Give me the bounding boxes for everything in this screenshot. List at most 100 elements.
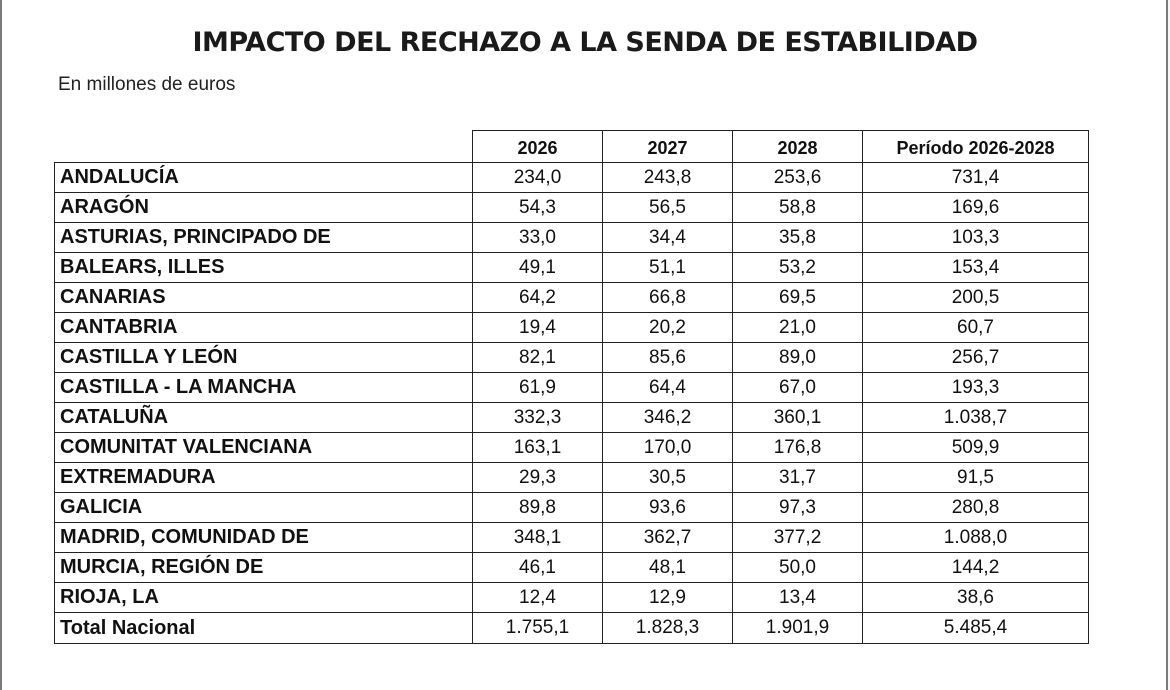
header-2028: 2028 bbox=[732, 130, 863, 163]
table-row: CATALUÑA 332,3 346,2 360,1 1.038,7 bbox=[54, 402, 1089, 433]
value-2027: 243,8 bbox=[602, 162, 733, 193]
value-period: 5.485,4 bbox=[862, 612, 1089, 644]
region-name: CASTILLA Y LEÓN bbox=[54, 342, 473, 373]
value-2027: 93,6 bbox=[602, 492, 733, 523]
value-2028: 97,3 bbox=[732, 492, 863, 523]
header-blank-cell bbox=[54, 130, 473, 163]
value-2027: 170,0 bbox=[602, 432, 733, 463]
value-2026: 33,0 bbox=[472, 222, 603, 253]
table-row: BALEARS, ILLES 49,1 51,1 53,2 153,4 bbox=[54, 252, 1089, 283]
value-period: 38,6 bbox=[862, 582, 1089, 613]
value-period: 91,5 bbox=[862, 462, 1089, 493]
region-name: CANARIAS bbox=[54, 282, 473, 313]
value-2028: 360,1 bbox=[732, 402, 863, 433]
value-period: 103,3 bbox=[862, 222, 1089, 253]
value-2026: 82,1 bbox=[472, 342, 603, 373]
value-2027: 1.828,3 bbox=[602, 612, 733, 644]
region-name: MADRID, COMUNIDAD DE bbox=[54, 522, 473, 553]
value-2026: 332,3 bbox=[472, 402, 603, 433]
value-period: 153,4 bbox=[862, 252, 1089, 283]
value-period: 731,4 bbox=[862, 162, 1089, 193]
value-2026: 49,1 bbox=[472, 252, 603, 283]
value-2027: 56,5 bbox=[602, 192, 733, 223]
value-period: 193,3 bbox=[862, 372, 1089, 403]
total-row: Total Nacional 1.755,1 1.828,3 1.901,9 5.485… bbox=[54, 612, 1089, 644]
value-2027: 346,2 bbox=[602, 402, 733, 433]
value-2026: 348,1 bbox=[472, 522, 603, 553]
region-name: MURCIA, REGIÓN DE bbox=[54, 552, 473, 583]
value-2027: 48,1 bbox=[602, 552, 733, 583]
value-2028: 89,0 bbox=[732, 342, 863, 373]
value-2028: 31,7 bbox=[732, 462, 863, 493]
table-row: COMUNITAT VALENCIANA 163,1 170,0 176,8 509,9 bbox=[54, 432, 1089, 463]
value-2026: 163,1 bbox=[472, 432, 603, 463]
table-row: RIOJA, LA 12,4 12,9 13,4 38,6 bbox=[54, 582, 1089, 613]
value-2028: 176,8 bbox=[732, 432, 863, 463]
value-2026: 89,8 bbox=[472, 492, 603, 523]
total-label: Total Nacional bbox=[54, 612, 473, 644]
value-period: 280,8 bbox=[862, 492, 1089, 523]
region-name: ANDALUCÍA bbox=[54, 162, 473, 193]
value-2028: 1.901,9 bbox=[732, 612, 863, 644]
value-2028: 35,8 bbox=[732, 222, 863, 253]
value-2028: 13,4 bbox=[732, 582, 863, 613]
value-2027: 51,1 bbox=[602, 252, 733, 283]
table-header-row: 2026 2027 2028 Período 2026-2028 bbox=[54, 130, 1089, 163]
table-row: CASTILLA - LA MANCHA 61,9 64,4 67,0 193,3 bbox=[54, 372, 1089, 403]
value-2026: 19,4 bbox=[472, 312, 603, 343]
value-2027: 20,2 bbox=[602, 312, 733, 343]
value-2028: 58,8 bbox=[732, 192, 863, 223]
region-name: COMUNITAT VALENCIANA bbox=[54, 432, 473, 463]
data-table: 2026 2027 2028 Período 2026-2028 ANDALUC… bbox=[54, 130, 1089, 644]
value-2028: 67,0 bbox=[732, 372, 863, 403]
region-name: CASTILLA - LA MANCHA bbox=[54, 372, 473, 403]
region-name: GALICIA bbox=[54, 492, 473, 523]
value-2026: 12,4 bbox=[472, 582, 603, 613]
table-body: ANDALUCÍA 234,0 243,8 253,6 731,4 ARAGÓN 54,3 5… bbox=[54, 162, 1089, 644]
value-period: 1.038,7 bbox=[862, 402, 1089, 433]
table-row: EXTREMADURA 29,3 30,5 31,7 91,5 bbox=[54, 462, 1089, 493]
value-period: 509,9 bbox=[862, 432, 1089, 463]
value-period: 169,6 bbox=[862, 192, 1089, 223]
value-2026: 46,1 bbox=[472, 552, 603, 583]
region-name: ARAGÓN bbox=[54, 192, 473, 223]
table-row: ASTURIAS, PRINCIPADO DE 33,0 34,4 35,8 103,3 bbox=[54, 222, 1089, 253]
value-2027: 64,4 bbox=[602, 372, 733, 403]
region-name: CANTABRIA bbox=[54, 312, 473, 343]
value-2027: 66,8 bbox=[602, 282, 733, 313]
region-name: EXTREMADURA bbox=[54, 462, 473, 493]
value-2027: 362,7 bbox=[602, 522, 733, 553]
value-period: 200,5 bbox=[862, 282, 1089, 313]
page-subtitle: En millones de euros bbox=[58, 74, 236, 95]
region-name: CATALUÑA bbox=[54, 402, 473, 433]
value-2026: 234,0 bbox=[472, 162, 603, 193]
header-2026: 2026 bbox=[472, 130, 603, 163]
region-name: BALEARS, ILLES bbox=[54, 252, 473, 283]
value-2026: 29,3 bbox=[472, 462, 603, 493]
header-period: Período 2026-2028 bbox=[862, 130, 1089, 163]
table-row: CANTABRIA 19,4 20,2 21,0 60,7 bbox=[54, 312, 1089, 343]
value-2028: 53,2 bbox=[732, 252, 863, 283]
value-2026: 61,9 bbox=[472, 372, 603, 403]
region-name: ASTURIAS, PRINCIPADO DE bbox=[54, 222, 473, 253]
value-2027: 12,9 bbox=[602, 582, 733, 613]
value-2028: 377,2 bbox=[732, 522, 863, 553]
value-period: 256,7 bbox=[862, 342, 1089, 373]
table-row: ANDALUCÍA 234,0 243,8 253,6 731,4 bbox=[54, 162, 1089, 193]
table-row: ARAGÓN 54,3 56,5 58,8 169,6 bbox=[54, 192, 1089, 223]
value-2028: 253,6 bbox=[732, 162, 863, 193]
value-2028: 50,0 bbox=[732, 552, 863, 583]
value-2026: 1.755,1 bbox=[472, 612, 603, 644]
page-title: IMPACTO DEL RECHAZO A LA SENDA DE ESTABI… bbox=[192, 27, 978, 58]
value-2026: 54,3 bbox=[472, 192, 603, 223]
value-2028: 21,0 bbox=[732, 312, 863, 343]
value-period: 1.088,0 bbox=[862, 522, 1089, 553]
value-2027: 85,6 bbox=[602, 342, 733, 373]
table-row: CANARIAS 64,2 66,8 69,5 200,5 bbox=[54, 282, 1089, 313]
table-row: MADRID, COMUNIDAD DE 348,1 362,7 377,2 1.088… bbox=[54, 522, 1089, 553]
value-period: 60,7 bbox=[862, 312, 1089, 343]
value-2026: 64,2 bbox=[472, 282, 603, 313]
value-2027: 34,4 bbox=[602, 222, 733, 253]
table-row: CASTILLA Y LEÓN 82,1 85,6 89,0 256,7 bbox=[54, 342, 1089, 373]
table-row: MURCIA, REGIÓN DE 46,1 48,1 50,0 144,2 bbox=[54, 552, 1089, 583]
